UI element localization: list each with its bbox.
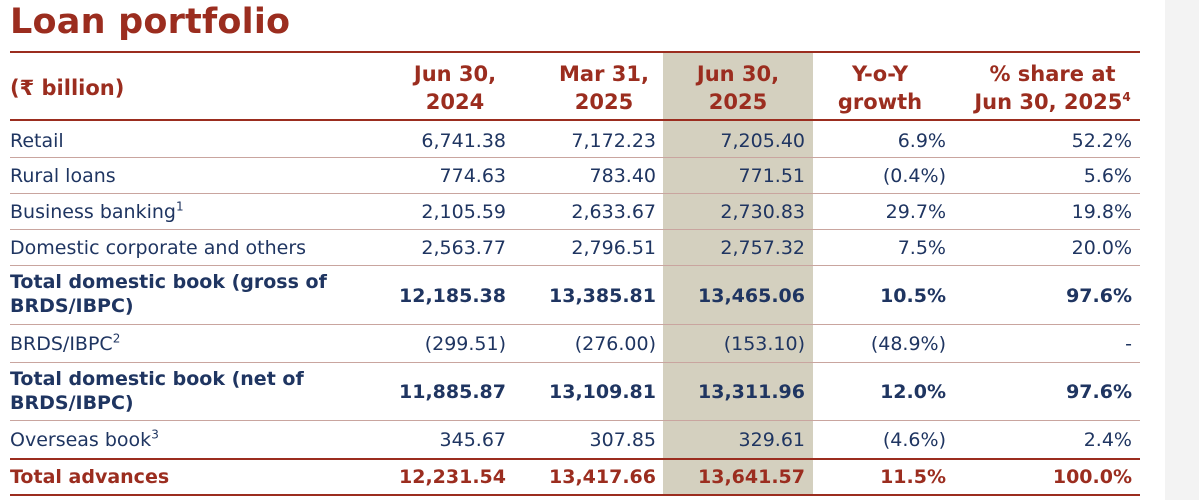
row-divider	[10, 193, 1140, 194]
col-header-jun-2025: Jun 30, 2025	[696, 62, 780, 114]
cell-share: 97.6%	[1066, 381, 1132, 403]
cell-share: 20.0%	[1071, 237, 1132, 259]
cell-jun-2024: 2,563.77	[421, 237, 506, 259]
row-label: Overseas book3	[10, 427, 159, 451]
cell-mar-2025: 13,109.81	[549, 381, 656, 403]
cell-jun-2024: 6,741.38	[421, 130, 506, 152]
cell-mar-2025: 307.85	[589, 429, 656, 451]
cell-share: 5.6%	[1083, 165, 1132, 187]
cell-jun-2025: 13,641.57	[698, 466, 805, 488]
title-rule	[10, 51, 1140, 53]
cell-yoy: (48.9%)	[870, 333, 946, 355]
cell-yoy: 12.0%	[880, 381, 946, 403]
row-label: Total domestic book (net of BRDS/IBPC)	[10, 368, 304, 414]
unit-label: (₹ billion)	[10, 76, 125, 100]
right-margin-bar	[1165, 0, 1199, 500]
cell-jun-2025: (153.10)	[723, 333, 805, 355]
cell-mar-2025: 13,417.66	[549, 466, 656, 488]
total-rule	[10, 458, 1140, 460]
cell-jun-2025: 7,205.40	[720, 130, 805, 152]
bottom-rule	[10, 494, 1140, 496]
col-header-mar-2025: Mar 31, 2025	[559, 62, 649, 114]
cell-jun-2024: 12,185.38	[399, 285, 506, 307]
cell-jun-2025: 13,465.06	[698, 285, 805, 307]
row-divider	[10, 420, 1140, 421]
cell-jun-2025: 2,757.32	[720, 237, 805, 259]
row-label: Domestic corporate and others	[10, 237, 307, 259]
cell-yoy: (4.6%)	[882, 429, 946, 451]
row-divider	[10, 362, 1140, 363]
cell-yoy: (0.4%)	[882, 165, 946, 187]
cell-yoy: 29.7%	[885, 201, 946, 223]
row-divider	[10, 157, 1140, 158]
cell-mar-2025: 2,633.67	[571, 201, 656, 223]
row-label: Rural loans	[10, 165, 116, 187]
cell-jun-2024: (299.51)	[424, 333, 506, 355]
cell-jun-2025: 13,311.96	[698, 381, 805, 403]
cell-mar-2025: 783.40	[589, 165, 656, 187]
cell-mar-2025: 2,796.51	[571, 237, 656, 259]
cell-share: -	[1125, 333, 1132, 355]
row-divider	[10, 229, 1140, 230]
row-divider	[10, 265, 1140, 266]
cell-share: 100.0%	[1052, 466, 1132, 488]
cell-mar-2025: 7,172.23	[571, 130, 656, 152]
cell-jun-2025: 2,730.83	[720, 201, 805, 223]
cell-jun-2024: 11,885.87	[399, 381, 506, 403]
cell-yoy: 11.5%	[880, 466, 946, 488]
cell-share: 19.8%	[1071, 201, 1132, 223]
cell-jun-2024: 774.63	[439, 165, 506, 187]
row-label: Business banking1	[10, 199, 184, 223]
cell-share: 52.2%	[1071, 130, 1132, 152]
row-label: BRDS/IBPC2	[10, 331, 121, 355]
cell-share: 97.6%	[1066, 285, 1132, 307]
row-label: Total advances	[10, 466, 170, 488]
row-divider	[10, 324, 1140, 325]
highlight-column-shade	[663, 52, 813, 495]
row-label: Total domestic book (gross of BRDS/IBPC)	[10, 271, 327, 317]
col-header-share: % share at Jun 30, 20254	[974, 62, 1131, 114]
cell-jun-2024: 12,231.54	[399, 466, 506, 488]
col-header-yoy-growth: Y-o-Y growth	[837, 62, 923, 114]
cell-share: 2.4%	[1083, 429, 1132, 451]
cell-mar-2025: (276.00)	[574, 333, 656, 355]
page-title: Loan portfolio	[10, 2, 291, 42]
cell-yoy: 6.9%	[897, 130, 946, 152]
header-rule	[10, 119, 1140, 121]
cell-jun-2024: 345.67	[439, 429, 506, 451]
cell-jun-2025: 329.61	[738, 429, 805, 451]
row-label: Retail	[10, 130, 64, 152]
col-header-jun-2024: Jun 30, 2024	[413, 62, 497, 114]
cell-jun-2025: 771.51	[738, 165, 805, 187]
cell-mar-2025: 13,385.81	[549, 285, 656, 307]
cell-jun-2024: 2,105.59	[421, 201, 506, 223]
cell-yoy: 10.5%	[880, 285, 946, 307]
cell-yoy: 7.5%	[897, 237, 946, 259]
